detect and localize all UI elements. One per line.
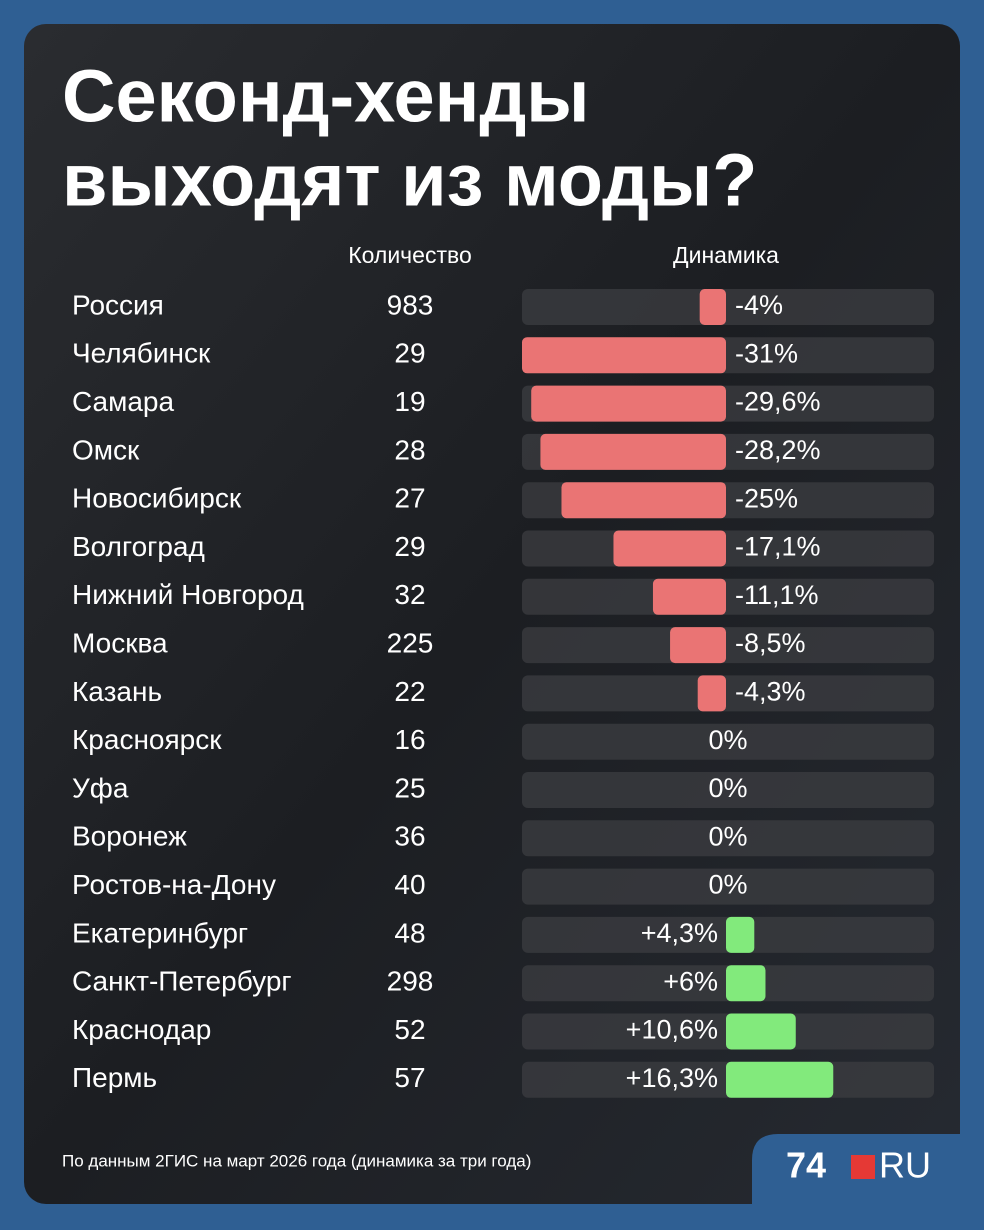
count: 57 (394, 1062, 425, 1093)
change-label: 0% (708, 821, 747, 851)
city-name: Самара (72, 386, 175, 417)
row-track (522, 675, 934, 712)
city-name: Санкт-Петербург (72, 966, 292, 997)
count: 48 (394, 917, 425, 948)
count: 19 (394, 386, 425, 417)
change-label: -8,5% (735, 628, 806, 658)
row-track (522, 723, 934, 760)
change-bar (726, 916, 755, 953)
row-track (522, 578, 934, 615)
city-name: Волгоград (72, 531, 205, 562)
change-label: -17,1% (735, 532, 821, 562)
change-label: 0% (708, 773, 747, 803)
city-name: Новосибирск (72, 483, 242, 514)
city-name: Воронеж (72, 821, 187, 852)
count: 298 (387, 966, 434, 997)
row-track (522, 627, 934, 664)
change-bar (561, 482, 726, 519)
column-header: Динамика (673, 242, 779, 268)
change-bar (726, 1013, 796, 1050)
change-label: -11,1% (735, 580, 819, 610)
count: 22 (394, 676, 425, 707)
city-name: Омск (72, 434, 140, 465)
count: 983 (387, 289, 434, 320)
change-label: -4% (735, 290, 783, 320)
count: 225 (387, 627, 434, 658)
city-name: Москва (72, 627, 168, 658)
count: 36 (394, 821, 425, 852)
city-name: Пермь (72, 1062, 157, 1093)
change-label: 0% (708, 870, 747, 900)
column-header: Количество (348, 242, 472, 268)
change-label: +4,3% (641, 918, 718, 948)
count: 52 (394, 1014, 425, 1045)
source-note: По данным 2ГИС на март 2026 года (динами… (62, 1151, 531, 1170)
count: 27 (394, 483, 425, 514)
count: 29 (394, 531, 425, 562)
city-name: Нижний Новгород (72, 579, 304, 610)
change-bar (540, 433, 726, 470)
row-track (522, 772, 934, 808)
change-bar (670, 627, 726, 664)
change-label: +6% (663, 966, 718, 996)
change-bar (697, 675, 726, 712)
city-name: Краснодар (72, 1014, 211, 1045)
change-label: 0% (708, 725, 747, 755)
city-name: Казань (72, 676, 162, 707)
logo-text: RU (879, 1145, 931, 1186)
logo-text: 74 (786, 1145, 826, 1186)
change-bar (652, 578, 726, 615)
title-line: Секонд-хенды (62, 55, 590, 138)
row-track (522, 868, 934, 905)
count: 25 (394, 772, 425, 803)
city-name: Екатеринбург (72, 917, 248, 948)
change-label: -28,2% (735, 435, 821, 465)
city-name: Челябинск (72, 338, 211, 369)
row-track (522, 289, 934, 325)
city-name: Красноярск (72, 724, 222, 755)
count: 16 (394, 724, 425, 755)
title-line: выходят из моды? (62, 139, 757, 222)
change-label: -25% (735, 483, 798, 513)
row-track (522, 820, 934, 857)
change-bar (726, 1061, 834, 1098)
change-bar (699, 289, 726, 325)
change-bar (522, 337, 726, 374)
count: 32 (394, 579, 425, 610)
change-label: -31% (735, 338, 798, 368)
city-name: Уфа (72, 772, 129, 803)
city-name: Россия (72, 289, 164, 320)
row-track (522, 530, 934, 567)
change-bar (726, 965, 766, 1002)
change-bar (613, 530, 726, 567)
change-label: -4,3% (735, 677, 806, 707)
change-bar (531, 385, 726, 422)
count: 28 (394, 434, 425, 465)
change-label: +16,3% (626, 1063, 718, 1093)
rows: Россия 983 -4% Челябинск 29 -31% Самара 19 -29,6… (72, 289, 934, 1098)
change-label: -29,6% (735, 387, 821, 417)
city-name: Ростов-на-Дону (72, 869, 276, 900)
count: 29 (394, 338, 425, 369)
logo-square (851, 1155, 875, 1179)
count: 40 (394, 869, 425, 900)
change-label: +10,6% (626, 1015, 718, 1045)
